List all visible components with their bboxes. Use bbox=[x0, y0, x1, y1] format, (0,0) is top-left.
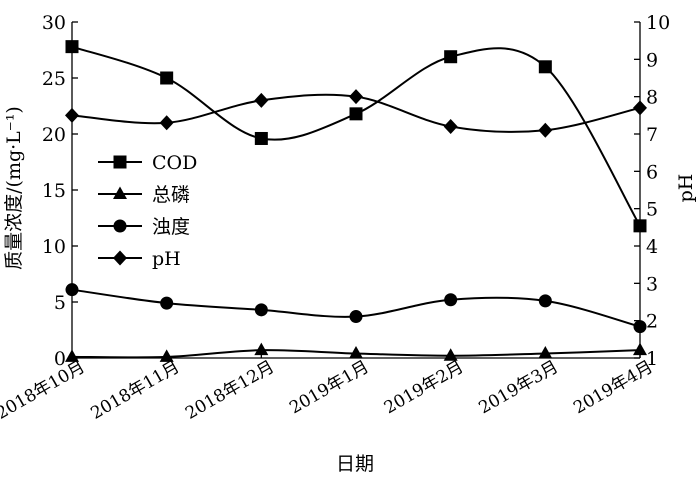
left-y-tick-label: 15 bbox=[42, 180, 66, 202]
data-point bbox=[254, 342, 269, 356]
right-y-tick-label: 2 bbox=[646, 311, 658, 333]
data-point bbox=[65, 283, 79, 297]
data-point bbox=[633, 100, 647, 116]
data-point bbox=[349, 346, 363, 359]
right-y-axis-title: pH bbox=[675, 174, 697, 203]
x-tick-label: 2019年4月 bbox=[570, 357, 656, 418]
legend-item: pH bbox=[98, 248, 181, 270]
right-y-tick-label: 7 bbox=[646, 124, 658, 146]
data-point bbox=[254, 131, 268, 145]
data-point bbox=[538, 60, 552, 74]
series-4 bbox=[65, 89, 647, 138]
right-y-tick-label: 9 bbox=[646, 49, 658, 71]
right-y-tick-label: 1 bbox=[646, 348, 658, 370]
data-point bbox=[443, 348, 458, 361]
legend-label: pH bbox=[152, 248, 181, 270]
data-point bbox=[443, 119, 458, 135]
legend-marker bbox=[113, 155, 127, 169]
data-point bbox=[538, 294, 552, 308]
legend-label: COD bbox=[152, 152, 197, 174]
left-y-tick-label: 25 bbox=[42, 68, 66, 90]
series-1 bbox=[65, 40, 647, 233]
x-tick-label: 2019年1月 bbox=[286, 357, 372, 418]
data-point bbox=[444, 293, 458, 307]
legend-item: COD bbox=[98, 152, 197, 174]
x-axis-title: 日期 bbox=[336, 453, 374, 475]
data-point bbox=[444, 50, 458, 64]
legend-marker bbox=[113, 219, 127, 233]
data-point bbox=[633, 342, 647, 356]
right-y-tick-label: 4 bbox=[646, 236, 658, 258]
data-point bbox=[160, 296, 174, 310]
right-y-tick-label: 6 bbox=[646, 161, 658, 183]
legend-marker bbox=[113, 250, 127, 266]
data-point bbox=[159, 115, 174, 131]
right-y-tick-label: 3 bbox=[646, 273, 658, 295]
data-point bbox=[633, 219, 647, 233]
left-y-tick-label: 0 bbox=[54, 348, 66, 370]
x-tick-label: 2018年12月 bbox=[182, 357, 278, 424]
data-point bbox=[349, 89, 363, 105]
data-point bbox=[538, 122, 553, 138]
left-y-tick-label: 20 bbox=[42, 124, 66, 146]
data-point bbox=[254, 92, 269, 108]
right-y-tick-label: 10 bbox=[646, 12, 670, 34]
legend-label: 浊度 bbox=[152, 216, 190, 238]
data-point bbox=[65, 107, 79, 123]
series-group bbox=[65, 40, 647, 362]
left-y-axis-title: 质量浓度/(mg·L⁻¹) bbox=[3, 106, 25, 270]
data-point bbox=[65, 40, 79, 54]
x-tick-label: 2019年2月 bbox=[381, 357, 467, 418]
left-y-tick-label: 5 bbox=[54, 292, 66, 314]
data-point bbox=[254, 303, 268, 317]
data-point bbox=[538, 346, 553, 359]
right-y-tick-label: 8 bbox=[646, 87, 658, 109]
legend-label: 总磷 bbox=[152, 184, 190, 206]
right-y-tick-label: 5 bbox=[646, 199, 658, 221]
x-tick-label: 2018年10月 bbox=[0, 357, 89, 424]
legend-marker bbox=[113, 186, 127, 199]
left-y-tick-label: 30 bbox=[42, 12, 66, 34]
data-point bbox=[160, 71, 174, 85]
data-point bbox=[349, 310, 363, 324]
x-tick-label: 2018年11月 bbox=[88, 357, 184, 424]
legend-item: 浊度 bbox=[98, 216, 190, 238]
data-point bbox=[65, 349, 79, 362]
series-3 bbox=[65, 283, 647, 334]
series-2 bbox=[65, 342, 647, 362]
left-y-tick-label: 10 bbox=[42, 236, 66, 258]
data-point bbox=[633, 320, 647, 334]
legend-item: 总磷 bbox=[98, 184, 190, 206]
x-tick-label: 2019年3月 bbox=[476, 357, 562, 418]
data-point bbox=[349, 107, 363, 121]
data-point bbox=[159, 349, 174, 362]
